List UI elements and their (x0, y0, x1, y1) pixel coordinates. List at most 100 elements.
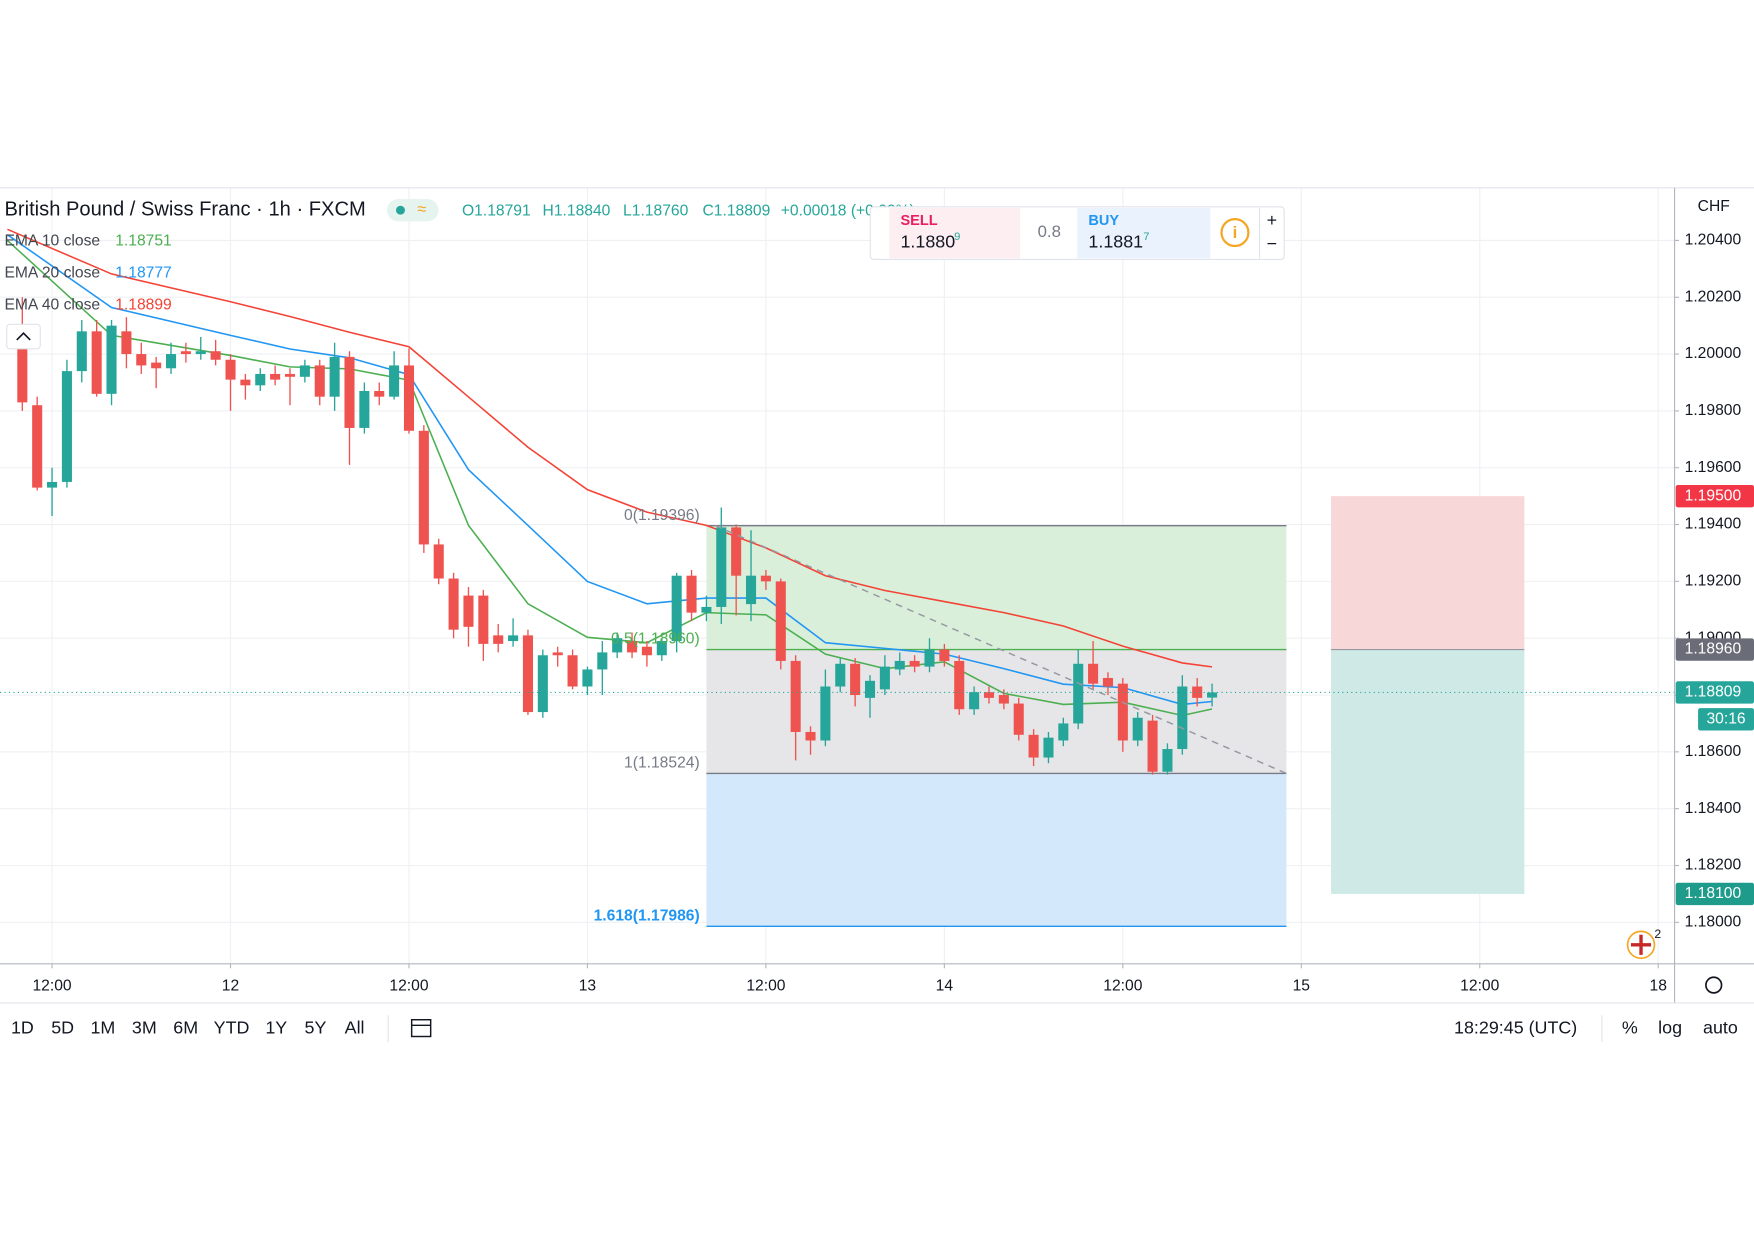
entry-price-label-box (1675, 638, 1754, 661)
candle-body (894, 660, 905, 670)
fib-zone (706, 649, 1287, 774)
candle-body (939, 649, 950, 661)
symbol-title: British Pound / Swiss Franc · 1h · FXCM (4, 199, 365, 221)
badge-count: 2 (1654, 927, 1661, 941)
candle-body (582, 669, 593, 687)
candle-body (1162, 749, 1173, 772)
sell-price: 1.1880 (900, 231, 955, 251)
scale-option[interactable]: % (1622, 1017, 1638, 1037)
candle-body (1088, 663, 1099, 684)
candle-body (924, 649, 935, 667)
candle-body (389, 365, 400, 397)
candle-body (151, 362, 162, 369)
legend-name: EMA 40 close (4, 296, 100, 313)
candle-body (270, 373, 281, 380)
scale-option[interactable]: log (1658, 1017, 1682, 1037)
scale-option[interactable]: auto (1703, 1017, 1738, 1037)
x-tick-label: 12:00 (389, 977, 428, 994)
buy-label: BUY (1088, 213, 1119, 229)
countdown: 30:16 (1706, 710, 1745, 727)
candle-body (716, 527, 727, 607)
candle-body (701, 606, 712, 613)
zoom-out-button[interactable]: − (1267, 234, 1277, 254)
currency-label: CHF (1698, 198, 1730, 215)
y-tick-label: 1.18400 (1685, 800, 1742, 817)
candle-body (850, 663, 861, 696)
flag-icon (1630, 934, 1652, 955)
buy-button[interactable] (1077, 207, 1211, 259)
ohlc-value: L1.18760 (623, 202, 689, 219)
legend-value: 1.18777 (115, 265, 172, 282)
zoom-in-button[interactable]: + (1267, 210, 1277, 230)
candle-body (731, 527, 742, 576)
candle-body (597, 652, 608, 670)
chevron-icon (16, 332, 31, 341)
y-tick-label: 1.20000 (1685, 345, 1742, 362)
candle-body (255, 373, 266, 386)
axes: 1.180001.182001.184001.186001.188001.190… (32, 232, 1754, 994)
spread: 0.8 (1038, 222, 1061, 241)
range-button[interactable]: All (345, 1017, 365, 1037)
candle-body (508, 635, 519, 642)
range-button[interactable]: 1M (90, 1017, 115, 1037)
x-tick-label: 12 (222, 977, 239, 994)
compare-dates-button[interactable] (410, 1019, 432, 1038)
legend-value: 1.18899 (115, 296, 172, 313)
candle-body (1132, 717, 1143, 741)
range-button[interactable]: 1Y (265, 1017, 287, 1037)
x-tick-label: 18 (1650, 977, 1668, 994)
trend-line (715, 525, 1287, 775)
y-tick-label: 1.19800 (1685, 402, 1742, 419)
trade-panel: SELL 1.1880 9 0.8 BUY 1.1881 7 i + − (869, 206, 1285, 260)
candle-body (463, 595, 474, 627)
settings-button[interactable] (1705, 976, 1723, 994)
y-tick-label: 1.19400 (1685, 516, 1742, 533)
candle-body (805, 731, 816, 741)
candle-body (1043, 737, 1054, 758)
info-button[interactable] (1220, 218, 1250, 248)
candle-body (448, 578, 459, 630)
range-button[interactable]: 5Y (305, 1017, 327, 1037)
candle-body (329, 356, 340, 397)
candle-body (627, 641, 638, 653)
range-button[interactable]: 1D (11, 1017, 34, 1037)
range-button[interactable]: YTD (214, 1017, 250, 1037)
collapse-legend-button[interactable] (6, 323, 41, 350)
x-tick-label: 13 (579, 977, 597, 994)
range-button[interactable]: 5D (51, 1017, 74, 1037)
range-button[interactable]: 3M (132, 1017, 157, 1037)
candle-body (1207, 692, 1218, 698)
last-price-label: 1.18809 (1685, 684, 1742, 701)
x-tick-label: 12:00 (32, 977, 71, 994)
ema-line (7, 228, 1213, 668)
fib-label: 1(1.18524) (624, 755, 700, 772)
candle-body (552, 652, 563, 656)
target-price-label-box (1675, 882, 1754, 906)
legend-value: 1.18751 (115, 233, 172, 250)
candles (17, 297, 1218, 775)
candle-body (299, 365, 310, 377)
candle-body (344, 356, 355, 428)
candle-body (641, 646, 652, 656)
y-tick-label: 1.20200 (1685, 288, 1742, 305)
fib-zone (706, 773, 1287, 927)
candle-body (121, 331, 132, 355)
indicator-legend: EMA 10 close 1.18751 EMA 20 close 1.18777 EM… (4, 233, 171, 314)
calendar-icon (410, 1019, 432, 1038)
legend-name: EMA 20 close (4, 265, 100, 282)
candle-body (314, 365, 325, 397)
stop-price-label-box (1675, 484, 1754, 508)
market-open-dot (395, 205, 405, 215)
candle-body (954, 660, 965, 710)
ohlc-value: O1.18791 (462, 202, 531, 219)
entry-price-label: 1.18960 (1685, 641, 1742, 658)
clock: 18:29:45 (UTC) (1454, 1017, 1577, 1037)
y-tick-label: 1.18000 (1685, 913, 1742, 930)
sell-button[interactable] (889, 207, 1021, 259)
candle-body (418, 430, 429, 545)
y-tick-label: 1.20400 (1685, 232, 1742, 249)
candle-body (478, 595, 489, 644)
range-button[interactable]: 6M (173, 1017, 198, 1037)
